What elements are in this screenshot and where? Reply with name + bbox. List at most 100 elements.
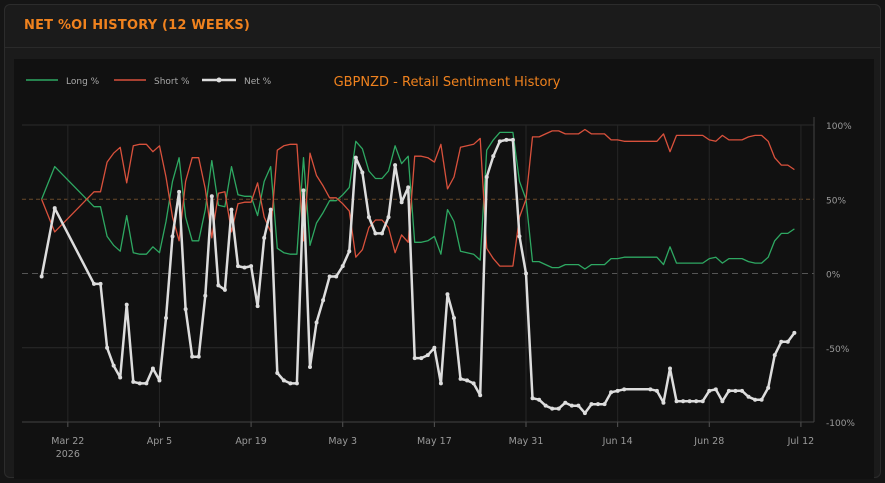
net-point[interactable] — [157, 378, 162, 383]
net-point[interactable] — [674, 399, 679, 404]
net-point[interactable] — [576, 403, 581, 408]
net-point[interactable] — [164, 316, 168, 321]
net-point[interactable] — [726, 388, 731, 393]
net-point[interactable] — [366, 215, 371, 220]
net-point[interactable] — [524, 271, 528, 276]
net-point[interactable] — [432, 345, 437, 350]
net-point[interactable] — [137, 381, 142, 386]
net-point[interactable] — [124, 302, 129, 307]
net-point[interactable] — [216, 283, 221, 288]
net-point[interactable] — [733, 388, 738, 393]
net-point[interactable] — [694, 399, 699, 404]
net-point[interactable] — [275, 370, 280, 375]
net-point[interactable] — [779, 339, 784, 344]
net-point[interactable] — [236, 264, 240, 269]
net-point[interactable] — [537, 397, 542, 402]
net-point[interactable] — [740, 388, 744, 393]
net-point[interactable] — [321, 298, 326, 303]
net-point[interactable] — [452, 316, 456, 321]
legend-net-label[interactable]: Net % — [244, 77, 272, 87]
net-point[interactable] — [177, 189, 182, 194]
net-point[interactable] — [255, 304, 260, 309]
net-point[interactable] — [517, 234, 522, 239]
net-point[interactable] — [445, 292, 450, 297]
net-point[interactable] — [373, 231, 378, 236]
net-point[interactable] — [353, 155, 358, 160]
net-point[interactable] — [294, 381, 299, 386]
net-point[interactable] — [131, 379, 136, 384]
net-point[interactable] — [700, 399, 705, 404]
net-point[interactable] — [707, 388, 712, 393]
net-series-line[interactable] — [40, 138, 796, 415]
net-point[interactable] — [419, 356, 424, 361]
net-point[interactable] — [668, 366, 672, 371]
net-point[interactable] — [203, 293, 208, 298]
legend-short-label[interactable]: Short % — [154, 77, 190, 87]
short-series-line[interactable] — [40, 128, 795, 267]
net-point[interactable] — [543, 403, 548, 408]
net-point[interactable] — [720, 399, 725, 404]
net-point[interactable] — [792, 330, 797, 335]
net-point[interactable] — [170, 234, 175, 239]
net-point[interactable] — [39, 274, 44, 279]
net-point[interactable] — [386, 215, 391, 220]
net-point[interactable] — [288, 381, 293, 386]
net-point[interactable] — [713, 387, 718, 392]
net-point[interactable] — [530, 396, 535, 401]
net-point[interactable] — [465, 378, 470, 383]
net-point[interactable] — [327, 274, 332, 279]
net-point[interactable] — [150, 366, 155, 371]
net-point[interactable] — [478, 393, 483, 398]
net-point[interactable] — [458, 376, 463, 381]
net-point[interactable] — [360, 170, 365, 175]
net-point[interactable] — [589, 402, 594, 407]
net-point[interactable] — [654, 388, 659, 393]
net-point[interactable] — [118, 375, 123, 380]
net-point[interactable] — [425, 353, 430, 358]
net-point[interactable] — [281, 378, 286, 383]
net-point[interactable] — [556, 406, 561, 411]
net-point[interactable] — [622, 387, 627, 392]
net-point[interactable] — [105, 345, 110, 350]
net-point[interactable] — [347, 249, 352, 254]
net-point[interactable] — [334, 274, 339, 279]
net-point[interactable] — [785, 339, 790, 344]
net-point[interactable] — [582, 411, 587, 416]
net-point[interactable] — [615, 388, 620, 393]
net-point[interactable] — [772, 353, 777, 358]
net-point[interactable] — [98, 281, 103, 286]
net-point[interactable] — [648, 387, 653, 392]
net-point[interactable] — [393, 163, 398, 168]
net-point[interactable] — [484, 174, 489, 179]
net-point[interactable] — [491, 154, 496, 159]
net-point[interactable] — [92, 281, 96, 286]
net-point[interactable] — [438, 381, 443, 386]
net-point[interactable] — [563, 400, 568, 405]
net-point[interactable] — [504, 137, 509, 142]
net-point[interactable] — [759, 397, 764, 402]
net-point[interactable] — [209, 194, 214, 199]
long-series-line[interactable] — [40, 131, 795, 270]
net-point[interactable] — [249, 264, 254, 269]
net-point[interactable] — [308, 365, 312, 370]
net-point[interactable] — [144, 381, 149, 386]
net-point[interactable] — [406, 185, 411, 190]
net-point[interactable] — [190, 354, 195, 359]
net-point[interactable] — [550, 406, 555, 411]
net-point[interactable] — [301, 188, 306, 193]
legend-long-label[interactable]: Long % — [66, 77, 100, 87]
legend[interactable]: Long % Short % Net % — [26, 77, 272, 87]
net-point[interactable] — [412, 356, 417, 361]
net-point[interactable] — [340, 264, 345, 269]
net-point[interactable] — [222, 287, 227, 292]
net-point[interactable] — [602, 402, 607, 407]
net-point[interactable] — [262, 235, 267, 240]
net-point[interactable] — [687, 399, 692, 404]
net-point[interactable] — [471, 381, 476, 386]
net-point[interactable] — [609, 390, 614, 395]
net-point[interactable] — [242, 265, 247, 270]
net-point[interactable] — [380, 231, 384, 236]
net-point[interactable] — [268, 207, 273, 212]
net-point[interactable] — [510, 137, 515, 142]
net-point[interactable] — [766, 385, 771, 390]
